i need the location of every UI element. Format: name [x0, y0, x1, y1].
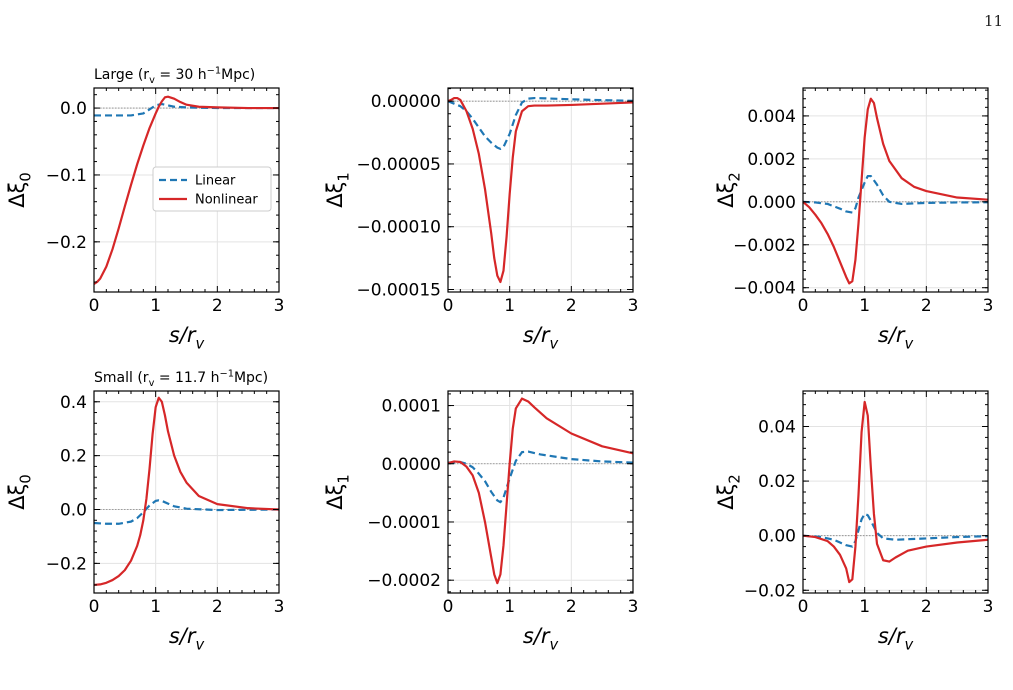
chart-panel-1: 0 1 2 3 −0.2 −0.1 0.0 s/rv Δξ0 Large (rv = 30 h−1…: [5, 65, 284, 352]
grid: [447, 391, 634, 593]
y-tick-label: 0.2: [60, 447, 87, 467]
y-tick-label: −0.0001: [367, 513, 441, 533]
y-tick-label: 0.002: [747, 150, 796, 170]
x-tick-label: 1: [859, 296, 870, 316]
page-number: 11: [984, 12, 1004, 30]
x-tick-label: 1: [150, 296, 161, 316]
x-tick-label: 0: [798, 597, 809, 617]
plot-frame: [93, 390, 280, 594]
x-tick-label: 0: [798, 296, 809, 316]
plot-frame: [447, 87, 634, 293]
series-line-nonlinear: [93, 396, 280, 587]
chart-panel-4: 0 1 2 3 −0.2 0.0 0.2 0.4 s/rv Δξ0 Small (rv = 11.7…: [5, 368, 284, 653]
chart-panel-2: 0 1 2 3 −0.00015 −0.00010 −0.00005 0.00000 s/rv Δ…: [323, 87, 639, 352]
x-tick-label: 0: [443, 597, 454, 617]
plot-frame: [447, 390, 634, 594]
x-tick-label: 2: [921, 597, 932, 617]
y-tick-label: 0.004: [747, 107, 796, 127]
panel-title: Large (rv = 30 h−1Mpc): [94, 65, 255, 86]
y-tick-label: 0.0000: [382, 455, 441, 475]
x-tick-label: 2: [212, 597, 223, 617]
y-tick-label: 0.04: [758, 417, 796, 437]
y-tick-label: 0.000: [747, 193, 796, 213]
y-tick-label: −0.00005: [356, 155, 441, 175]
x-axis-label: s/rv: [169, 624, 205, 653]
series-line-nonlinear: [93, 95, 279, 285]
y-axis-label: Δξ1: [323, 172, 352, 207]
series-line-nonlinear: [802, 400, 989, 584]
y-axis-label: Δξ2: [714, 172, 743, 207]
y-tick-label: 0.0001: [382, 397, 441, 417]
y-tick-label: 0.02: [758, 472, 796, 492]
x-axis-label: s/rv: [878, 624, 914, 653]
y-tick-label: −0.2: [46, 233, 87, 253]
panel-title: Small (rv = 11.7 h−1Mpc): [94, 368, 268, 389]
series-line-nonlinear: [802, 97, 989, 285]
y-tick-label: −0.1: [46, 166, 87, 186]
grid: [802, 391, 989, 593]
grid: [802, 88, 989, 292]
x-tick-label: 1: [150, 597, 161, 617]
x-axis-label: s/rv: [169, 323, 205, 352]
x-tick-label: 1: [859, 597, 870, 617]
x-tick-label: 3: [983, 597, 994, 617]
x-tick-label: 0: [443, 296, 454, 316]
legend-label-linear: Linear: [195, 174, 236, 189]
y-tick-label: −0.2: [46, 554, 87, 574]
x-tick-label: 2: [566, 296, 577, 316]
x-tick-label: 3: [274, 296, 285, 316]
chart-panel-6: 0 1 2 3 −0.02 0.00 0.02 0.04 s/rv Δξ2: [714, 390, 994, 653]
x-tick-label: 3: [983, 296, 994, 316]
grid: [93, 391, 280, 593]
x-tick-label: 3: [628, 296, 639, 316]
legend-label-nonlinear: Nonlinear: [195, 193, 258, 208]
x-axis-label: s/rv: [878, 323, 914, 352]
y-tick-label: −0.02: [744, 581, 796, 601]
y-axis-label: Δξ0: [5, 172, 34, 207]
chart-panel-5: 0 1 2 3 −0.0002 −0.0001 0.0000 0.0001 s/rv Δξ1: [323, 390, 639, 653]
y-tick-label: −0.00010: [356, 218, 441, 238]
x-tick-label: 3: [628, 597, 639, 617]
chart-panel-3: 0 1 2 3 −0.004 −0.002 0.000 0.002 0.004 s/rv Δξ2: [714, 87, 994, 352]
grid: [447, 88, 634, 292]
series-line-nonlinear: [447, 397, 634, 585]
x-axis-label: s/rv: [523, 323, 559, 352]
x-tick-label: 1: [504, 597, 515, 617]
y-tick-label: 0.0: [60, 501, 87, 521]
series-line-linear: [447, 450, 634, 504]
series-line-linear: [802, 174, 989, 214]
y-tick-label: −0.0002: [367, 571, 441, 591]
x-tick-label: 2: [566, 597, 577, 617]
y-tick-label: 0.00: [758, 527, 796, 547]
y-axis-label: Δξ1: [323, 474, 352, 509]
y-tick-label: 0.00000: [371, 92, 441, 112]
x-tick-label: 3: [274, 597, 285, 617]
x-tick-label: 0: [89, 296, 100, 316]
plot-frame: [802, 87, 989, 293]
x-tick-label: 2: [212, 296, 223, 316]
y-tick-label: −0.00015: [356, 280, 441, 300]
plot-frame: [802, 390, 989, 594]
x-axis-label: s/rv: [523, 624, 559, 653]
y-axis-label: Δξ2: [714, 474, 743, 509]
series-line-nonlinear: [447, 96, 634, 284]
y-tick-label: −0.002: [733, 236, 796, 256]
x-tick-label: 2: [921, 296, 932, 316]
y-tick-label: 0.0: [60, 99, 87, 119]
legend: Linear Nonlinear: [152, 166, 272, 212]
plot-frame: [93, 87, 280, 293]
x-tick-label: 0: [89, 597, 100, 617]
y-tick-label: 0.4: [60, 393, 87, 413]
y-axis-label: Δξ0: [5, 474, 34, 509]
series-line-linear: [802, 512, 989, 548]
y-tick-label: −0.004: [733, 279, 796, 299]
x-tick-label: 1: [504, 296, 515, 316]
series-line-linear: [93, 499, 280, 525]
